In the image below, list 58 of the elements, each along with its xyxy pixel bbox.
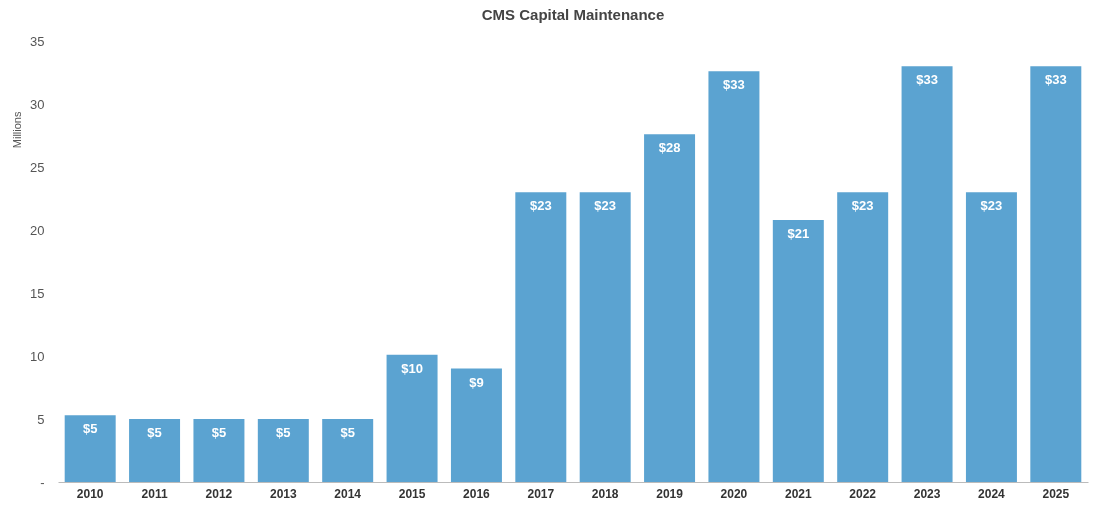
bar [515,192,567,482]
y-tick-label: - [40,474,45,490]
x-tick-label: 2023 [913,486,941,501]
data-label: $23 [594,198,617,214]
data-label: $33 [1044,72,1067,88]
y-tick-label: 35 [30,33,45,49]
data-label: $23 [851,198,874,214]
data-label: $5 [211,425,227,440]
x-tick-label: 2019 [656,486,684,501]
y-tick-label: 20 [30,222,45,238]
bar [129,419,181,482]
data-label: $5 [82,421,98,437]
bar [322,419,374,482]
data-label: $5 [340,425,355,440]
data-label: $10 [401,360,423,376]
bar [386,354,438,482]
y-tick-label: 15 [30,285,45,301]
bar [450,368,502,482]
x-tick-label: 2016 [463,486,491,501]
x-tick-label: 2017 [527,486,555,501]
bar [901,66,953,482]
y-axis-title: Millions [10,111,23,149]
bar [257,419,309,482]
bar [965,192,1017,482]
x-tick-label: 2021 [784,486,812,501]
bar [772,219,824,482]
x-tick-label: 2025 [1042,486,1070,501]
data-label: $28 [658,140,681,156]
x-tick-label: 2015 [398,486,426,501]
bar [837,192,889,482]
bar [1030,66,1082,482]
x-tick-label: 2024 [978,486,1006,501]
x-tick-label: 2014 [334,486,362,501]
y-tick-label: 25 [30,159,45,175]
data-label: $23 [980,198,1003,214]
x-tick-label: 2012 [205,486,233,501]
x-tick-label: 2010 [76,486,104,501]
x-tick-label: 2018 [591,486,619,501]
data-label: $5 [276,425,291,440]
bar [708,71,760,482]
chart-title: CMS Capital Maintenance [481,6,665,23]
data-label: $33 [723,77,745,93]
data-label: $21 [787,225,810,241]
y-tick-label: 30 [30,96,45,112]
data-label: $23 [529,198,552,214]
bar [644,134,696,482]
bar [64,415,116,482]
bar [579,192,631,482]
bar [193,419,245,482]
data-label: $5 [147,425,162,440]
data-label: $9 [469,374,484,390]
x-tick-label: 2011 [141,486,168,501]
x-tick-label: 2020 [720,486,748,501]
y-tick-label: 5 [37,411,45,427]
x-tick-label: 2013 [269,486,297,501]
x-tick-label: 2022 [849,486,877,501]
data-label: $33 [916,72,938,88]
y-tick-label: 10 [30,348,45,364]
